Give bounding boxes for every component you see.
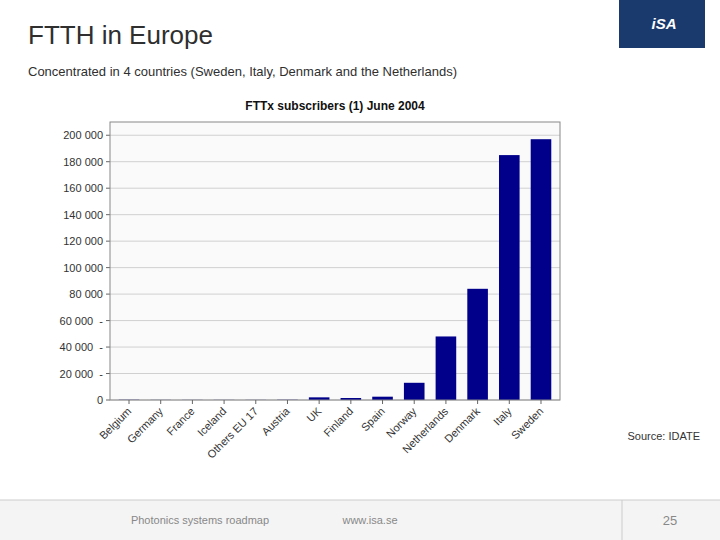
y-tick [106, 241, 110, 242]
y-tick-label: 80 000 [69, 288, 103, 300]
x-tick [224, 400, 225, 404]
x-tick-label: Finland [321, 405, 355, 439]
logo: iSA [651, 15, 676, 32]
grid-line [110, 135, 560, 136]
grid-line [110, 373, 560, 374]
y-tick-label: 200 000 [63, 129, 103, 141]
chart: FTTH in Europe Concentrated in 4 countrie… [0, 0, 720, 540]
x-tick [160, 400, 161, 404]
chart-title: FTTx subscribers (1) June 2004 [245, 99, 425, 113]
grid-line [110, 320, 560, 321]
y-tick [106, 214, 110, 215]
grid-line [110, 267, 560, 268]
y-tick-label: 180 000 [63, 156, 103, 168]
x-tick [319, 400, 320, 404]
grid-line [110, 241, 560, 242]
y-tick [106, 400, 110, 401]
footer-center: www.isa.se [341, 514, 397, 526]
y-tick [106, 267, 110, 268]
y-tick-label: 160 000 [63, 182, 103, 194]
x-tick-label: Italy [491, 405, 514, 428]
y-tick [106, 373, 110, 374]
x-tick [414, 400, 415, 404]
x-tick [350, 400, 351, 404]
source: Source: IDATE [627, 430, 700, 442]
y-tick-label: 100 000 [63, 262, 103, 274]
x-axis: BelgiumGermanyFranceIcelandOthers EU 17A… [97, 400, 546, 461]
logo-background [619, 0, 705, 48]
y-tick-label: 20 000 - [60, 368, 104, 380]
x-tick [477, 400, 478, 404]
x-tick [255, 400, 256, 404]
x-tick [540, 400, 541, 404]
subtitle: Concentrated in 4 countries (Sweden, Ita… [28, 64, 457, 79]
y-tick-label: 140 000 [63, 209, 103, 221]
y-tick [106, 188, 110, 189]
bar [436, 336, 457, 400]
y-tick-label: 120 000 [63, 235, 103, 247]
x-tick [445, 400, 446, 404]
x-tick-label: Germany [125, 405, 166, 446]
x-tick-label: UK [304, 404, 324, 424]
y-axis: 0 20 000 - 40 000 - 60 000 - 80 000 100 000 12… [60, 129, 110, 406]
grid-line [110, 294, 560, 295]
grid-line [110, 214, 560, 215]
y-tick [106, 347, 110, 348]
y-tick [106, 161, 110, 162]
x-tick [509, 400, 510, 404]
x-tick-label: France [164, 405, 197, 438]
x-tick-label: Spain [359, 405, 387, 433]
plot-background [110, 122, 560, 400]
x-tick-label: Netherlands [400, 405, 451, 456]
y-tick-label: 60 000 - [60, 315, 104, 327]
y-tick-label: 0 [97, 394, 103, 406]
footer-left: Photonics systems roadmap [131, 514, 269, 526]
grid [110, 135, 560, 400]
title: FTTH in Europe [28, 20, 213, 50]
footer-background [0, 500, 720, 540]
page-number: 25 [663, 513, 677, 528]
x-tick-label: Others EU 17 [205, 405, 261, 461]
x-tick-label: Denmark [442, 405, 482, 445]
footer-separator [622, 500, 623, 540]
grid-line [110, 188, 560, 189]
bars [119, 139, 552, 400]
plot-frame [110, 122, 560, 400]
x-tick-label: Austria [259, 404, 292, 437]
x-tick [129, 400, 130, 404]
grid-line [110, 161, 560, 162]
y-tick [106, 135, 110, 136]
x-tick [287, 400, 288, 404]
grid-line [110, 347, 560, 348]
bar [531, 139, 552, 400]
x-tick-label: Sweden [509, 405, 546, 442]
y-tick-label: 40 000 - [60, 341, 104, 353]
x-tick [192, 400, 193, 404]
y-tick [106, 320, 110, 321]
footer-divider [0, 500, 720, 501]
bar [404, 383, 425, 400]
bar [467, 289, 488, 400]
y-tick [106, 294, 110, 295]
bar [499, 155, 520, 400]
x-tick [382, 400, 383, 404]
